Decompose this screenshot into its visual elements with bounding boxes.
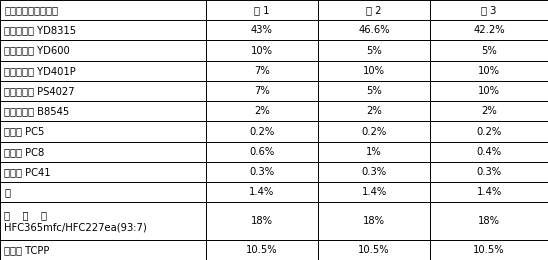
Bar (430, 142, 548, 162)
Text: 泡沫稳定剂 B8545: 泡沫稳定剂 B8545 (4, 106, 70, 116)
Bar (318, 81, 430, 101)
Text: 发    泡    剂
HFC365mfc/HFC227ea(93:7): 发 泡 剂 HFC365mfc/HFC227ea(93:7) (4, 210, 147, 232)
Text: 10%: 10% (478, 66, 500, 76)
Text: 聚酯多元醇 PS4027: 聚酯多元醇 PS4027 (4, 86, 75, 96)
Text: 0.3%: 0.3% (249, 167, 274, 177)
Bar (318, 20, 430, 41)
Text: 阻燃剂 TCPP: 阻燃剂 TCPP (4, 245, 50, 255)
Text: 5%: 5% (366, 86, 382, 96)
Bar (206, 61, 318, 81)
Bar (0, 162, 206, 182)
Text: 46.6%: 46.6% (358, 25, 390, 35)
Bar (318, 240, 430, 260)
Bar (206, 81, 318, 101)
Text: 0.4%: 0.4% (477, 147, 501, 157)
Bar (0, 61, 206, 81)
Bar (206, 202, 318, 240)
Bar (430, 20, 548, 41)
Text: 1.4%: 1.4% (361, 187, 387, 197)
Bar (430, 202, 548, 240)
Text: 聚氨酯组合聚醚组份: 聚氨酯组合聚醚组份 (4, 5, 59, 15)
Bar (318, 142, 430, 162)
Bar (206, 101, 318, 121)
Bar (318, 202, 430, 240)
Text: 0.3%: 0.3% (362, 167, 386, 177)
Text: 聚醚多元醇 YD8315: 聚醚多元醇 YD8315 (4, 25, 77, 35)
Bar (206, 41, 318, 61)
Bar (430, 101, 548, 121)
Bar (0, 142, 206, 162)
Text: 0.2%: 0.2% (249, 127, 275, 136)
Text: 5%: 5% (366, 46, 382, 56)
Bar (0, 101, 206, 121)
Text: 5%: 5% (481, 46, 497, 56)
Text: 10%: 10% (478, 86, 500, 96)
Bar (0, 240, 206, 260)
Text: 例 1: 例 1 (254, 5, 270, 15)
Text: 18%: 18% (478, 216, 500, 226)
Bar (0, 182, 206, 202)
Bar (318, 61, 430, 81)
Bar (0, 121, 206, 142)
Bar (318, 121, 430, 142)
Bar (206, 142, 318, 162)
Bar (318, 0, 430, 20)
Bar (430, 0, 548, 20)
Text: 2%: 2% (366, 106, 382, 116)
Bar (206, 20, 318, 41)
Text: 催化剂 PC8: 催化剂 PC8 (4, 147, 44, 157)
Bar (0, 20, 206, 41)
Text: 10%: 10% (250, 46, 273, 56)
Bar (430, 41, 548, 61)
Bar (430, 81, 548, 101)
Bar (206, 182, 318, 202)
Text: 10.5%: 10.5% (358, 245, 390, 255)
Bar (430, 121, 548, 142)
Text: 0.2%: 0.2% (476, 127, 502, 136)
Bar (430, 240, 548, 260)
Bar (0, 41, 206, 61)
Text: 0.3%: 0.3% (477, 167, 501, 177)
Bar (206, 240, 318, 260)
Text: 例 3: 例 3 (481, 5, 497, 15)
Bar (206, 121, 318, 142)
Text: 催化剂 PC41: 催化剂 PC41 (4, 167, 51, 177)
Text: 43%: 43% (251, 25, 272, 35)
Bar (318, 182, 430, 202)
Bar (430, 61, 548, 81)
Text: 10%: 10% (363, 66, 385, 76)
Bar (430, 182, 548, 202)
Bar (206, 0, 318, 20)
Text: 10.5%: 10.5% (246, 245, 277, 255)
Text: 水: 水 (4, 187, 10, 197)
Text: 聚醚多元醇 YD600: 聚醚多元醇 YD600 (4, 46, 70, 56)
Bar (0, 81, 206, 101)
Bar (0, 202, 206, 240)
Text: 7%: 7% (254, 86, 270, 96)
Text: 7%: 7% (254, 66, 270, 76)
Text: 催化剂 PC5: 催化剂 PC5 (4, 127, 45, 136)
Text: 例 2: 例 2 (366, 5, 382, 15)
Text: 1.4%: 1.4% (249, 187, 275, 197)
Bar (206, 162, 318, 182)
Text: 42.2%: 42.2% (473, 25, 505, 35)
Text: 0.6%: 0.6% (249, 147, 275, 157)
Bar (0, 0, 206, 20)
Text: 1.4%: 1.4% (476, 187, 502, 197)
Text: 2%: 2% (254, 106, 270, 116)
Text: 18%: 18% (363, 216, 385, 226)
Bar (318, 41, 430, 61)
Text: 聚醚多元醇 YD401P: 聚醚多元醇 YD401P (4, 66, 76, 76)
Text: 0.2%: 0.2% (361, 127, 387, 136)
Text: 10.5%: 10.5% (473, 245, 505, 255)
Bar (318, 101, 430, 121)
Text: 1%: 1% (366, 147, 382, 157)
Text: 18%: 18% (250, 216, 273, 226)
Bar (318, 162, 430, 182)
Bar (430, 162, 548, 182)
Text: 2%: 2% (481, 106, 497, 116)
